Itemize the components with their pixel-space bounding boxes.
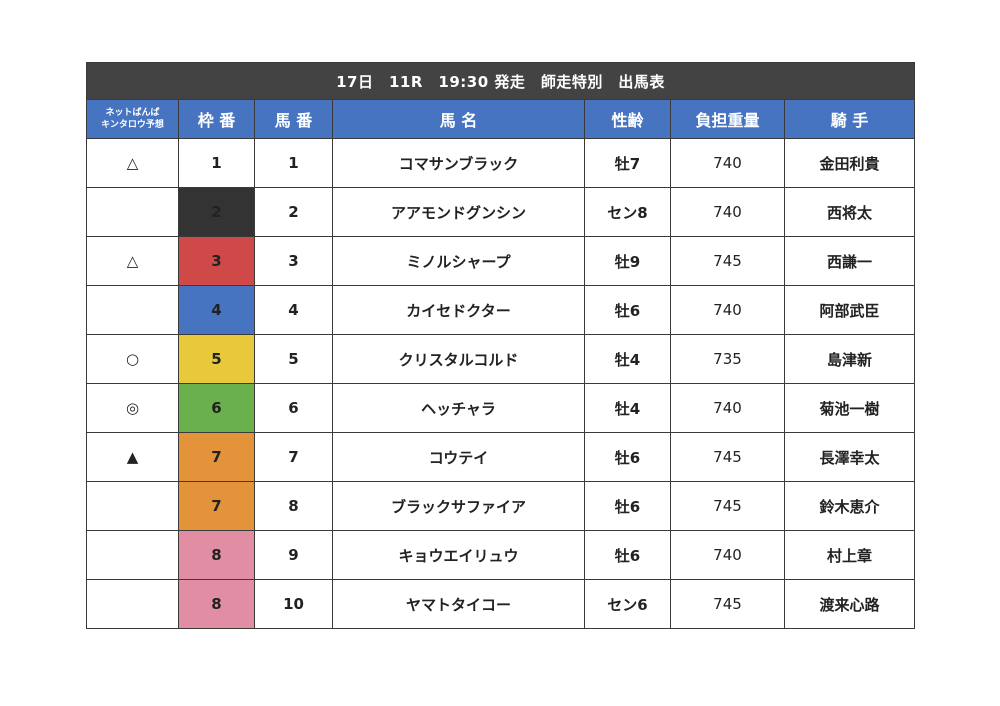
waku-number: 1 <box>178 138 255 188</box>
prediction-mark: ◎ <box>86 383 179 433</box>
jockey-name: 菊池一樹 <box>783 383 916 433</box>
waku-number: 3 <box>178 236 255 286</box>
header-sex-age: 性齢 <box>584 99 671 139</box>
horse-name: クリスタルコルド <box>332 334 585 384</box>
sex-age: 牡9 <box>584 236 671 286</box>
prediction-mark <box>86 285 179 335</box>
jockey-name: 鈴木恵介 <box>783 481 916 531</box>
horse-name: ヤマトタイコー <box>332 579 585 629</box>
weight: 740 <box>670 187 785 237</box>
header-umaban: 馬 番 <box>254 99 333 139</box>
horse-name: カイセドクター <box>332 285 585 335</box>
prediction-mark: ▲ <box>86 432 179 482</box>
prediction-mark: △ <box>86 236 179 286</box>
table-row: 7 8 ブラックサファイア 牡6 745 鈴木恵介 <box>86 481 916 531</box>
horse-name: ヘッチャラ <box>332 383 585 433</box>
horse-name: アアモンドグンシン <box>332 187 585 237</box>
jockey-name: 金田利貴 <box>783 138 916 188</box>
prediction-mark: △ <box>86 138 179 188</box>
horse-number: 6 <box>254 383 333 433</box>
waku-number: 7 <box>178 432 255 482</box>
horse-number: 8 <box>254 481 333 531</box>
table-row: ▲ 7 7 コウテイ 牡6 745 長澤幸太 <box>86 432 916 482</box>
prediction-mark <box>86 530 179 580</box>
table-row: 8 10 ヤマトタイコー セン6 745 渡来心路 <box>86 579 916 629</box>
horse-number: 5 <box>254 334 333 384</box>
horse-number: 2 <box>254 187 333 237</box>
horse-number: 9 <box>254 530 333 580</box>
header-prediction-line1: ネットばんば <box>105 108 160 118</box>
horse-name: コウテイ <box>332 432 585 482</box>
table-row: 2 2 アアモンドグンシン セン8 740 西将太 <box>86 187 916 237</box>
waku-number: 7 <box>178 481 255 531</box>
table-row: ◎ 6 6 ヘッチャラ 牡4 740 菊池一樹 <box>86 383 916 433</box>
header-prediction: ネットばんば キンタロウ予想 <box>86 99 179 139</box>
waku-number: 6 <box>178 383 255 433</box>
table-row: ○ 5 5 クリスタルコルド 牡4 735 島津新 <box>86 334 916 384</box>
waku-number: 2 <box>178 187 255 237</box>
weight: 735 <box>670 334 785 384</box>
sex-age: 牡6 <box>584 481 671 531</box>
weight: 745 <box>670 236 785 286</box>
entry-table: 17日 11R 19:30 発走 師走特別 出馬表 ネットばんば キンタロウ予想… <box>85 62 916 629</box>
sex-age: セン8 <box>584 187 671 237</box>
sex-age: 牡6 <box>584 285 671 335</box>
jockey-name: 島津新 <box>783 334 916 384</box>
header-jockey: 騎 手 <box>783 99 916 139</box>
prediction-mark <box>86 481 179 531</box>
sex-age: 牡4 <box>584 334 671 384</box>
header-weight: 負担重量 <box>670 99 785 139</box>
sex-age: 牡6 <box>584 530 671 580</box>
horse-name: コマサンブラック <box>332 138 585 188</box>
sex-age: 牡6 <box>584 432 671 482</box>
header-waku: 枠 番 <box>178 99 255 139</box>
weight: 740 <box>670 285 785 335</box>
race-title: 17日 11R 19:30 発走 師走特別 出馬表 <box>85 62 916 100</box>
jockey-name: 西将太 <box>783 187 916 237</box>
weight: 740 <box>670 530 785 580</box>
sex-age: 牡4 <box>584 383 671 433</box>
waku-number: 4 <box>178 285 255 335</box>
title-row: 17日 11R 19:30 発走 師走特別 出馬表 <box>85 62 916 100</box>
sex-age: 牡7 <box>584 138 671 188</box>
horse-number: 7 <box>254 432 333 482</box>
jockey-name: 阿部武臣 <box>783 285 916 335</box>
prediction-mark <box>86 579 179 629</box>
header-row: ネットばんば キンタロウ予想 枠 番 馬 番 馬 名 性齢 負担重量 騎 手 <box>86 99 916 139</box>
header-prediction-line2: キンタロウ予想 <box>101 120 164 130</box>
waku-number: 5 <box>178 334 255 384</box>
table-row: 8 9 キョウエイリュウ 牡6 740 村上章 <box>86 530 916 580</box>
horse-name: ブラックサファイア <box>332 481 585 531</box>
weight: 745 <box>670 481 785 531</box>
horse-name: キョウエイリュウ <box>332 530 585 580</box>
horse-number: 3 <box>254 236 333 286</box>
jockey-name: 渡来心路 <box>783 579 916 629</box>
table-row: △ 1 1 コマサンブラック 牡7 740 金田利貴 <box>86 138 916 188</box>
weight: 745 <box>670 579 785 629</box>
table-row: 4 4 カイセドクター 牡6 740 阿部武臣 <box>86 285 916 335</box>
horse-name: ミノルシャープ <box>332 236 585 286</box>
waku-number: 8 <box>178 579 255 629</box>
weight: 745 <box>670 432 785 482</box>
prediction-mark: ○ <box>86 334 179 384</box>
jockey-name: 村上章 <box>783 530 916 580</box>
jockey-name: 西謙一 <box>783 236 916 286</box>
prediction-mark <box>86 187 179 237</box>
sex-age: セン6 <box>584 579 671 629</box>
header-horse-name: 馬 名 <box>332 99 585 139</box>
horse-number: 10 <box>254 579 333 629</box>
table-row: △ 3 3 ミノルシャープ 牡9 745 西謙一 <box>86 236 916 286</box>
jockey-name: 長澤幸太 <box>783 432 916 482</box>
horse-number: 4 <box>254 285 333 335</box>
waku-number: 8 <box>178 530 255 580</box>
weight: 740 <box>670 383 785 433</box>
horse-number: 1 <box>254 138 333 188</box>
weight: 740 <box>670 138 785 188</box>
